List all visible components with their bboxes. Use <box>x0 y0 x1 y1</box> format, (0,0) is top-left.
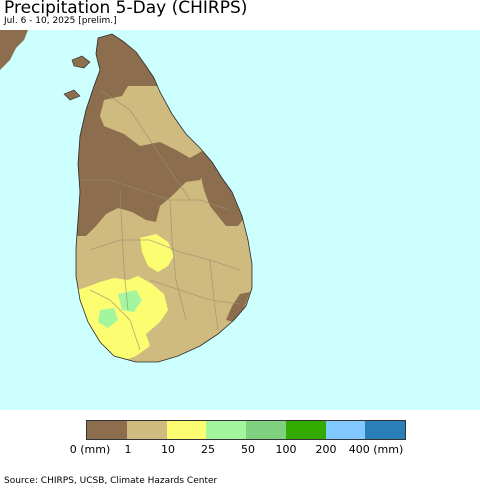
wet-patch-central <box>140 234 174 272</box>
dry-zone-east-coast <box>200 148 246 226</box>
legend-swatch <box>206 421 246 439</box>
legend-label: 100 <box>275 443 297 456</box>
legend-swatch <box>325 421 366 439</box>
legend-label: 10 <box>161 443 175 456</box>
sri-lanka-coastline <box>75 33 253 363</box>
sri-lanka-landmass <box>76 34 252 362</box>
mannar-island <box>63 89 81 101</box>
precipitation-map <box>0 30 480 410</box>
admin-boundaries <box>80 89 241 351</box>
legend-label: 400 (mm) <box>348 443 404 456</box>
heavy-rain-patch-2 <box>98 308 118 328</box>
jaffna-islands <box>71 55 91 69</box>
legend-swatch <box>126 421 167 439</box>
legend-label: 1 <box>124 443 132 456</box>
legend-label: 200 <box>315 443 337 456</box>
legend-swatch <box>246 421 286 439</box>
legend-label: 0 (mm) <box>69 443 111 456</box>
legend-swatch <box>365 421 405 439</box>
legend-label: 50 <box>241 443 255 456</box>
legend-swatch <box>285 421 326 439</box>
map-title: Precipitation 5-Day (CHIRPS) <box>4 0 248 18</box>
india-coast <box>0 30 28 70</box>
precipitation-legend <box>86 420 406 440</box>
source-credit: Source: CHIRPS, UCSB, Climate Hazards Ce… <box>4 476 218 486</box>
heavy-rain-patch-1 <box>118 290 142 312</box>
legend-labels: 0 (mm) 1 10 25 50 100 200 400 (mm) <box>0 443 480 459</box>
dry-zone-southeast-coast <box>226 292 250 322</box>
map-date-range: Jul. 6 - 10, 2025 [prelim.] <box>4 16 117 26</box>
legend-swatch <box>87 421 127 439</box>
dry-zone-north <box>76 34 206 236</box>
legend-label: 25 <box>201 443 215 456</box>
legend-swatch <box>166 421 207 439</box>
